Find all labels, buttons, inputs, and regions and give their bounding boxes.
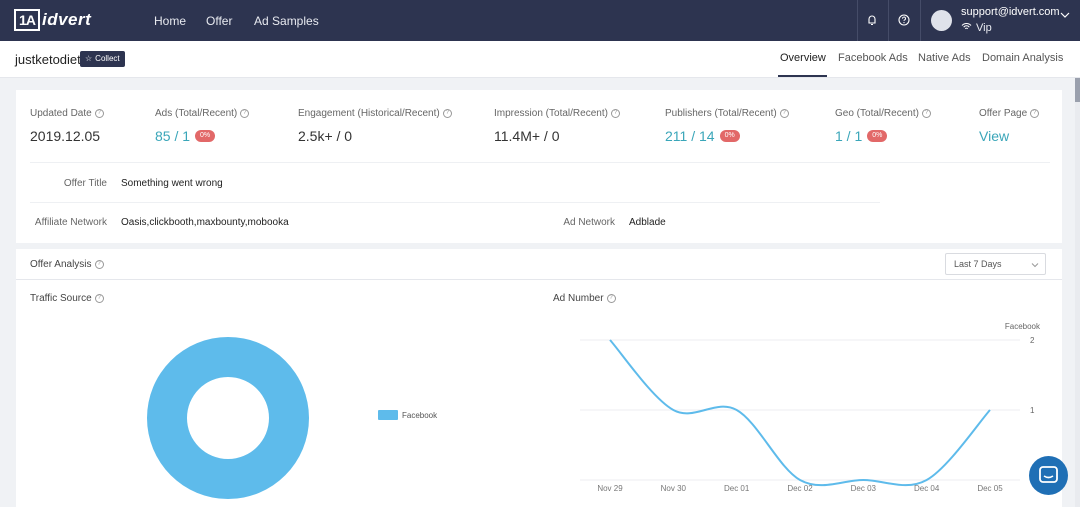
help-icon[interactable]: ? bbox=[1030, 109, 1040, 118]
bell-icon[interactable] bbox=[865, 13, 879, 27]
chat-icon bbox=[1039, 466, 1058, 483]
percent-badge: 0% bbox=[195, 130, 216, 142]
nav-ad-samples[interactable]: Ad Samples bbox=[254, 14, 319, 28]
sub-header: justketodiet ☆ Collect Overview Facebook… bbox=[0, 41, 1080, 78]
site-name: justketodiet bbox=[15, 52, 81, 67]
ad-number-chart: 2 1 Facebook Nov 29 Nov 30 Dec 01 Dec 02 Dec 03… bbox=[580, 322, 1041, 493]
x-tick-label: Dec 05 bbox=[977, 484, 1003, 493]
logo[interactable]: 1A idvert bbox=[14, 9, 91, 31]
divider bbox=[30, 162, 1050, 163]
offer-analysis-title: Offer Analysis? bbox=[30, 259, 104, 270]
nav-home[interactable]: Home bbox=[154, 14, 187, 28]
x-tick-label: Dec 03 bbox=[851, 484, 877, 493]
x-tick-label: Nov 30 bbox=[661, 484, 687, 493]
y-tick-label: 1 bbox=[1030, 406, 1035, 415]
logo-text: idvert bbox=[42, 10, 92, 29]
legend-label: Facebook bbox=[402, 410, 438, 420]
stat-label: Updated Date? bbox=[30, 108, 104, 119]
ad-number-title: Ad Number? bbox=[553, 293, 616, 304]
scrollbar[interactable] bbox=[1075, 78, 1080, 507]
user-email[interactable]: support@idvert.com bbox=[961, 6, 1060, 18]
stat-value-updated-date: 2019.12.05 bbox=[30, 128, 101, 144]
stat-label: Offer Page? bbox=[979, 108, 1040, 119]
chevron-down-icon[interactable] bbox=[1060, 8, 1070, 22]
x-tick-label: Dec 02 bbox=[787, 484, 813, 493]
nav-divider bbox=[920, 0, 921, 41]
date-range-select[interactable]: Last 7 Days bbox=[945, 253, 1046, 275]
help-icon[interactable]: ? bbox=[442, 109, 452, 118]
help-icon[interactable]: ? bbox=[610, 109, 620, 118]
avatar[interactable] bbox=[931, 10, 952, 31]
offer-title-value: Something went wrong bbox=[121, 178, 223, 189]
tab-overview[interactable]: Overview bbox=[780, 52, 826, 64]
nav-divider bbox=[888, 0, 889, 41]
nav-divider bbox=[857, 0, 858, 41]
traffic-source-title: Traffic Source? bbox=[30, 293, 104, 304]
chat-button[interactable] bbox=[1029, 456, 1068, 495]
x-tick-label: Dec 04 bbox=[914, 484, 940, 493]
wifi-icon bbox=[961, 22, 972, 34]
user-plan-label: Vip bbox=[976, 22, 992, 34]
tab-domain-analysis[interactable]: Domain Analysis bbox=[982, 52, 1064, 64]
help-icon[interactable]: ? bbox=[779, 109, 789, 118]
percent-badge: 0% bbox=[867, 130, 888, 142]
stat-value-impression: 11.4M+ / 0 bbox=[494, 128, 560, 144]
top-navbar: 1A idvert Home Offer Ad Samples support@… bbox=[0, 0, 1080, 41]
star-icon: ☆ bbox=[85, 54, 93, 63]
help-icon[interactable]: ? bbox=[94, 260, 104, 269]
stat-value-geo[interactable]: 1 / 1 0% bbox=[835, 128, 888, 144]
series-line-facebook[interactable] bbox=[609, 339, 991, 487]
stat-label: Publishers (Total/Recent)? bbox=[665, 108, 789, 119]
affiliate-network-label: Affiliate Network bbox=[34, 217, 107, 228]
ad-network-label: Ad Network bbox=[563, 217, 615, 228]
stat-value-ads[interactable]: 85 / 1 0% bbox=[155, 128, 216, 144]
tab-facebook-ads[interactable]: Facebook Ads bbox=[838, 52, 908, 64]
help-icon[interactable]: ? bbox=[606, 294, 616, 303]
date-range-value: Last 7 Days bbox=[954, 259, 1002, 269]
offer-title-label: Offer Title bbox=[63, 178, 107, 189]
help-icon[interactable]: ? bbox=[921, 109, 931, 118]
stat-label: Ads (Total/Recent)? bbox=[155, 108, 250, 119]
summary-card bbox=[16, 90, 1062, 243]
tab-native-ads[interactable]: Native Ads bbox=[918, 52, 971, 64]
nav-offer[interactable]: Offer bbox=[206, 14, 233, 28]
percent-badge: 0% bbox=[719, 130, 740, 142]
stat-label: Geo (Total/Recent)? bbox=[835, 108, 931, 119]
ad-network-value: Adblade bbox=[629, 217, 666, 228]
tab-active-indicator bbox=[778, 75, 827, 77]
stat-label: Impression (Total/Recent)? bbox=[494, 108, 620, 119]
stat-label: Engagement (Historical/Recent)? bbox=[298, 108, 452, 119]
user-plan: Vip bbox=[961, 22, 992, 34]
offer-page-view-link[interactable]: View bbox=[979, 128, 1010, 144]
series-label: Facebook bbox=[1005, 322, 1041, 331]
traffic-legend[interactable]: Facebook bbox=[378, 410, 437, 420]
legend-swatch bbox=[378, 410, 398, 420]
help-icon[interactable]: ? bbox=[94, 294, 104, 303]
affiliate-network-value: Oasis,clickbooth,maxbounty,mobooka bbox=[121, 217, 289, 228]
pie-slice-facebook[interactable] bbox=[147, 337, 309, 499]
divider bbox=[16, 279, 1062, 280]
divider bbox=[30, 202, 880, 203]
scrollbar-thumb[interactable] bbox=[1075, 78, 1080, 102]
collect-button[interactable]: ☆ Collect bbox=[80, 51, 125, 67]
help-icon[interactable] bbox=[897, 13, 911, 27]
help-icon[interactable]: ? bbox=[94, 109, 104, 118]
x-tick-label: Nov 29 bbox=[597, 484, 623, 493]
help-icon[interactable]: ? bbox=[240, 109, 250, 118]
y-tick-label: 2 bbox=[1030, 336, 1035, 345]
traffic-source-chart bbox=[147, 337, 309, 499]
collect-label: Collect bbox=[95, 54, 120, 63]
stat-value-publishers[interactable]: 211 / 14 0% bbox=[665, 128, 740, 144]
logo-mark: 1A bbox=[14, 9, 40, 31]
x-tick-label: Dec 01 bbox=[724, 484, 750, 493]
chevron-down-icon bbox=[1031, 260, 1039, 270]
stat-value-engagement: 2.5k+ / 0 bbox=[298, 128, 353, 144]
